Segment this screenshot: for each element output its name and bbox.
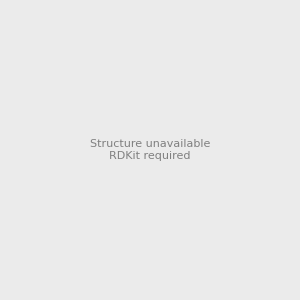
- Text: Structure unavailable
RDKit required: Structure unavailable RDKit required: [90, 139, 210, 161]
